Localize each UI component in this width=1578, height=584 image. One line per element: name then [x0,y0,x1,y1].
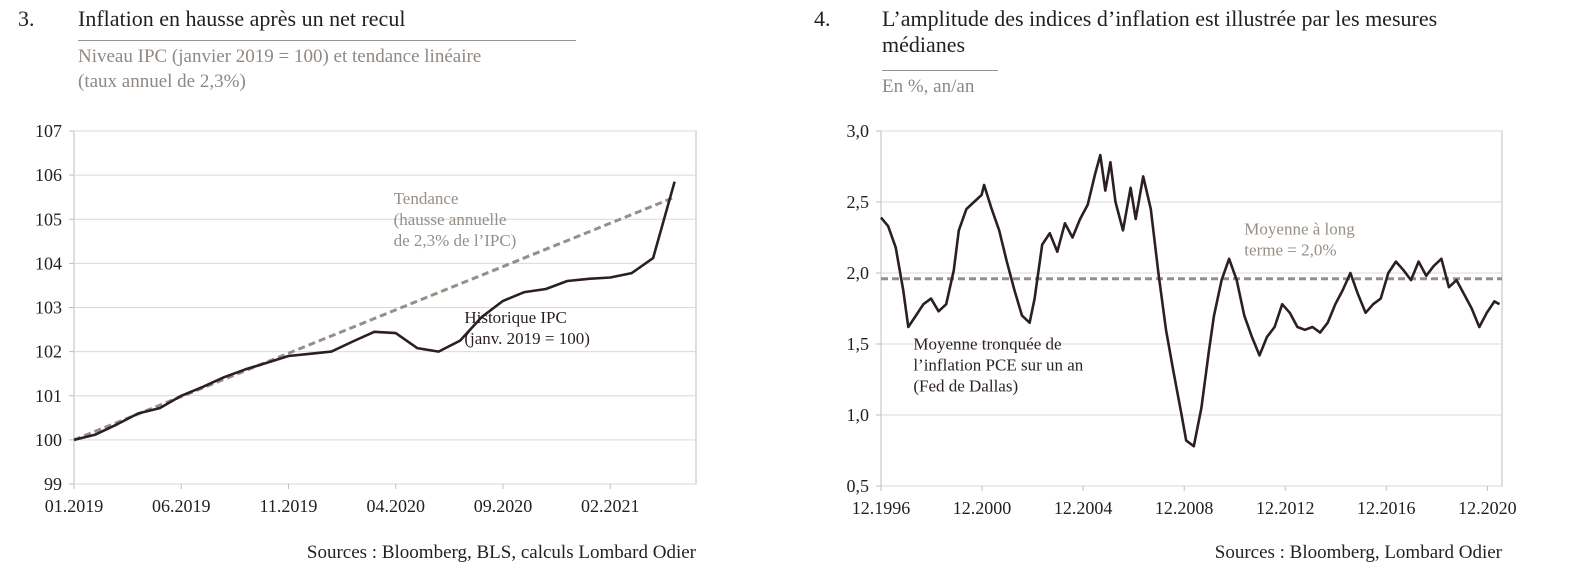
subtitle-line: Niveau IPC (janvier 2019 = 100) et tenda… [78,46,482,67]
chart-source: Sources : Bloomberg, BLS, calculs Lombar… [306,542,696,563]
y-tick-label: 99 [44,474,62,494]
annotation-line: (Fed de Dallas) [913,377,1018,396]
annotation-label: Moyenne tronquée de l’inflation PCE sur u… [913,335,1083,396]
subtitle-line: (taux annuel de 2,3%) [78,71,246,92]
series-line [73,181,676,442]
annotation-line: terme = 2,0% [1244,241,1336,260]
y-tick-label: 1,0 [847,405,870,425]
series-line [880,153,1501,448]
x-tick-label: 02.2021 [581,496,640,516]
title-rule [78,40,576,41]
chart-source: Sources : Bloomberg, Lombard Odier [1214,542,1502,563]
x-tick-label: 09.2020 [474,496,533,516]
y-tick-label: 3,0 [847,121,870,141]
x-tick-label: 11.2019 [260,496,318,516]
title-rule [882,70,998,71]
y-tick-label: 0,5 [847,476,870,496]
annotation-label: Tendance (hausse annuelle de 2,3% de l’IPC… [394,189,517,250]
chart-number: 4. [814,6,831,31]
y-tick-label: 107 [35,121,62,141]
x-tick-label: 12.2020 [1458,498,1517,518]
plot-frame [880,130,1503,487]
chart-title: L’amplitude des indices d’inflation est … [882,6,1437,58]
title-line: L’amplitude des indices d’inflation est … [882,6,1438,31]
x-tick-label: 12.2012 [1256,498,1315,518]
y-tick-label: 102 [35,342,62,362]
y-tick-label: 105 [35,209,62,229]
x-tick-label: 12.2004 [1054,498,1113,518]
chart-subtitle: En %, an/an [882,76,975,97]
y-tick-label: 100 [35,430,62,450]
annotation-line: l’inflation PCE sur un an [913,356,1083,375]
x-tick-label: 12.2008 [1155,498,1214,518]
annotation-line: (janv. 2019 = 100) [464,329,590,348]
chart-number: 3. [18,6,35,31]
y-tick-label: 2,5 [847,192,870,212]
annotation-line: Historique IPC [464,308,566,327]
y-tick-label: 103 [35,298,62,318]
x-tick-label: 06.2019 [152,496,211,516]
x-tick-label: 04.2020 [366,496,425,516]
x-tick-label: 12.2016 [1357,498,1416,518]
annotation-line: Moyenne tronquée de [913,335,1061,354]
y-tick-label: 104 [35,253,62,273]
chart-panel-median: 4. L’amplitude des indices d’inflation e… [800,0,1578,584]
annotation-line: de 2,3% de l’IPC) [394,231,517,250]
chart-title: Inflation en hausse après un net recul [78,6,406,31]
chart-subtitle: Niveau IPC (janvier 2019 = 100) et tenda… [78,44,481,94]
trend-line [73,195,676,442]
y-tick-label: 2,0 [847,263,870,283]
chart-panel-cpi: 3. Inflation en hausse après un net recu… [0,0,760,584]
y-tick-label: 106 [35,165,62,185]
median-inflation-line-chart: 0,5 1,0 1,5 2,0 2,5 3,0 12.1996 12.2000 12.2004 1… [847,121,1517,518]
annotation-label: Historique IPC (janv. 2019 = 100) [464,308,590,348]
y-tick-label: 101 [35,386,62,406]
annotation-label: Moyenne à long terme = 2,0% [1244,220,1355,260]
annotation-line: Moyenne à long [1244,220,1355,239]
y-tick-label: 1,5 [847,334,870,354]
title-line: médianes [882,32,966,57]
annotation-line: (hausse annuelle [394,210,507,229]
cpi-line-chart: 99 100 101 102 103 104 105 106 107 01.2019 06.2019… [35,121,697,516]
annotation-line: Tendance [394,189,459,208]
x-tick-label: 01.2019 [45,496,104,516]
x-tick-label: 12.1996 [852,498,911,518]
x-tick-label: 12.2000 [953,498,1012,518]
